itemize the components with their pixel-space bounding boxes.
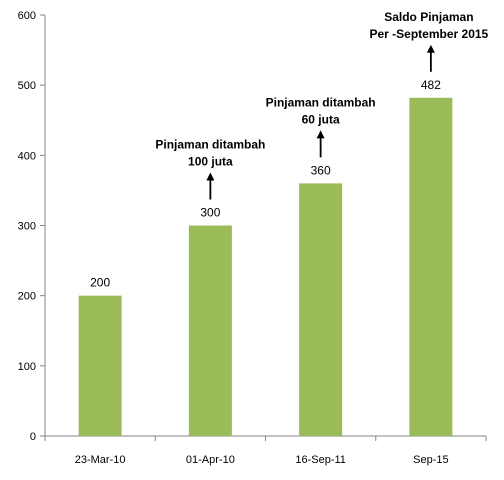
- annotation-text: Per -September 2015: [370, 27, 489, 41]
- x-tick-label: 16-Sep-11: [295, 454, 346, 466]
- y-tick-label: 400: [18, 150, 36, 162]
- data-label: 300: [200, 206, 220, 220]
- y-tick-label: 300: [18, 221, 36, 233]
- x-tick-label: 01-Apr-10: [186, 454, 235, 466]
- annotation-text: 100 juta: [188, 155, 233, 169]
- annotation-text: Pinjaman ditambah: [155, 138, 265, 152]
- bar: [409, 97, 453, 437]
- x-tick-label: 23-Mar-10: [75, 454, 126, 466]
- x-tick-label: Sep-15: [413, 454, 448, 466]
- x-axis-ticks: 23-Mar-10 01-Apr-10 16-Sep-11 Sep-15: [75, 454, 449, 466]
- y-tick-label: 100: [18, 361, 36, 373]
- data-label: 360: [311, 163, 331, 177]
- y-tick-label: 0: [30, 431, 36, 443]
- bar: [188, 225, 232, 436]
- annotation-text: Saldo Pinjaman: [384, 10, 473, 24]
- y-tick-label: 200: [18, 291, 36, 303]
- annotations: Pinjaman ditambah 100 juta Pinjaman ditamb…: [155, 10, 489, 200]
- data-label: 200: [90, 276, 110, 290]
- bars: 200 300 360 482: [78, 78, 453, 437]
- annotation-text: Pinjaman ditambah: [266, 95, 376, 109]
- bar: [299, 183, 343, 436]
- bar: [78, 295, 122, 436]
- y-tick-label: 500: [18, 80, 36, 92]
- annotation-text: 60 juta: [302, 112, 340, 126]
- data-label: 482: [421, 78, 441, 92]
- y-tick-label: 600: [18, 10, 36, 22]
- y-axis-ticks: 0 100 200 300 400 500 600: [18, 10, 487, 443]
